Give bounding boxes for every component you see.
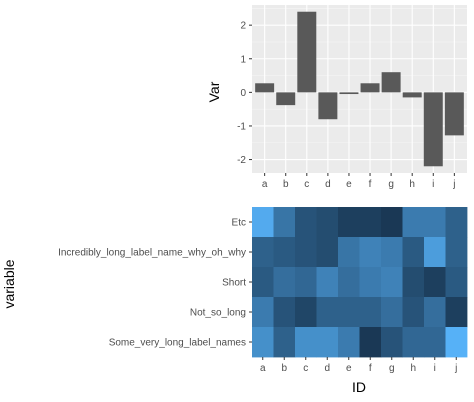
bar-x-tick-label: i (432, 179, 434, 190)
bar-y-tick-label: -1 (237, 121, 246, 132)
bar-d (318, 92, 338, 120)
heatmap-x-tick-label: j (454, 363, 457, 374)
heatmap-y-tick-label: Etc (232, 218, 246, 229)
heatmap-y-axis-title: variable (1, 259, 17, 308)
heatmap-cell (424, 267, 446, 298)
heatmap-y-tick-label: Not_so_long (190, 308, 246, 319)
heatmap-cell (338, 267, 360, 298)
bar-c (297, 11, 317, 93)
heatmap-cell (338, 207, 360, 238)
heatmap-x-tick-label: f (369, 363, 372, 374)
heatmap-cell (338, 297, 360, 328)
heatmap-cell (381, 297, 403, 328)
heatmap-x-tick-label: g (389, 363, 395, 374)
bar-i (423, 92, 443, 167)
heatmap-cell (402, 237, 425, 268)
heatmap-cell (424, 327, 446, 358)
heatmap-cell (316, 267, 339, 298)
heatmap-cell (445, 297, 468, 328)
heatmap-cell (381, 237, 403, 268)
bar-x-tick-label: a (262, 179, 268, 190)
heatmap-cell (316, 237, 339, 268)
heatmap-x-tick-label: a (260, 363, 266, 374)
heatmap-x-tick-label: i (434, 363, 436, 374)
heatmap-cell (295, 297, 317, 328)
bar-x-tick-label: b (283, 179, 289, 190)
heatmap-cell (381, 267, 403, 298)
heatmap-cell (402, 297, 425, 328)
heatmap-cell (445, 327, 468, 358)
bar-chart-panel: 2 1 0 -1 -2 a b c d e f g h i j Var (206, 5, 467, 190)
heatmap-cell (381, 207, 403, 238)
heatmap-cell (359, 207, 382, 238)
bar-y-tick-label: 2 (240, 21, 246, 32)
heatmap-y-tick-label: Short (222, 278, 246, 289)
bar-y-tick-label: -2 (237, 155, 246, 166)
heatmap-cell (295, 237, 317, 268)
heatmap-cell (381, 327, 403, 358)
bar-f (360, 83, 380, 93)
heatmap-cell (252, 297, 274, 328)
heatmap-cell (424, 207, 446, 238)
heatmap-cell (338, 327, 360, 358)
heatmap-cell (402, 327, 425, 358)
heatmap-x-tick-label: c (303, 363, 308, 374)
bar-x-tick-label: j (452, 179, 455, 190)
heatmap-cell (295, 207, 317, 238)
heatmap-cell (445, 267, 468, 298)
bar-x-tick-label: g (388, 179, 394, 190)
heatmap-y-tick-label: Incredibly_long_label_name_why_oh_why (58, 248, 246, 259)
bar-x-tick-label: d (325, 179, 331, 190)
heatmap-x-axis-title: ID (352, 379, 366, 395)
bar-x-tick-label: c (304, 179, 309, 190)
heatmap-cell (338, 237, 360, 268)
heatmap-cell (252, 267, 274, 298)
bar-x-tick-label: h (409, 179, 415, 190)
heatmap-cell (295, 267, 317, 298)
heatmap-cell (273, 237, 296, 268)
heatmap-cell (295, 327, 317, 358)
bar-y-axis-title: Var (206, 81, 222, 102)
bar-y-tick-label: 1 (240, 54, 246, 65)
heatmap-cell (316, 207, 339, 238)
bar-a (255, 83, 275, 93)
heatmap-cell (424, 297, 446, 328)
heatmap-cell (445, 207, 468, 238)
heatmap-x-tick-label: b (281, 363, 287, 374)
heatmap-cell (316, 327, 339, 358)
heatmap-cell (252, 237, 274, 268)
heatmap-cell (273, 207, 296, 238)
heatmap-cell (316, 297, 339, 328)
bar-e (339, 92, 359, 95)
heatmap-cell (252, 207, 274, 238)
heatmap-cell (273, 267, 296, 298)
bar-y-tick-label: 0 (240, 88, 246, 99)
heatmap-cell (273, 327, 296, 358)
heatmap-x-tick-label: h (410, 363, 416, 374)
heatmap-cell (359, 297, 382, 328)
heatmap-cell (424, 237, 446, 268)
heatmap-cell (273, 297, 296, 328)
bar-x-tick-label: e (346, 179, 352, 190)
heatmap-cell (445, 237, 468, 268)
heatmap-y-tick-label: Some_very_long_label_names (109, 338, 246, 349)
heatmap-cell (402, 267, 425, 298)
heatmap-x-tick-label: d (324, 363, 330, 374)
heatmap-cell (402, 207, 425, 238)
heatmap-panel: Etc Incredibly_long_label_name_why_oh_why… (1, 207, 468, 395)
heatmap-cell (359, 327, 382, 358)
bar-x-tick-label: f (369, 179, 372, 190)
heatmap-cell (359, 267, 382, 298)
heatmap-cell (359, 237, 382, 268)
heatmap-x-tick-label: e (346, 363, 352, 374)
bar-j (444, 92, 464, 136)
heatmap-cell (252, 327, 274, 358)
bar-h (402, 92, 422, 98)
bar-b (276, 92, 296, 106)
bar-g (381, 72, 401, 93)
